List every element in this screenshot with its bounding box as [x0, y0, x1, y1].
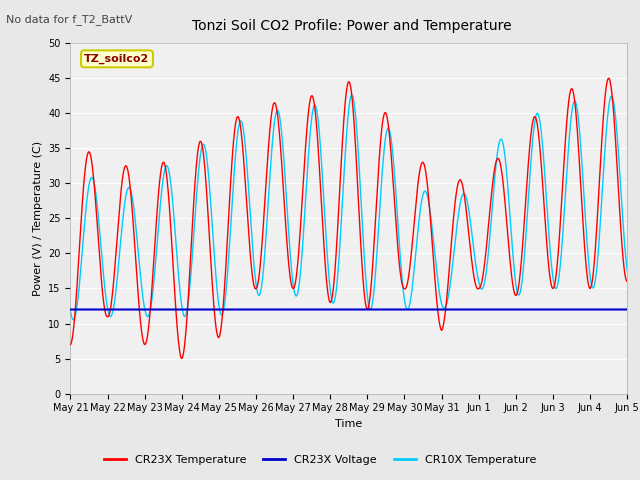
Legend: CR23X Temperature, CR23X Voltage, CR10X Temperature: CR23X Temperature, CR23X Voltage, CR10X …	[99, 451, 541, 469]
X-axis label: Time: Time	[335, 419, 362, 429]
Text: No data for f_T2_BattV: No data for f_T2_BattV	[6, 14, 132, 25]
Text: TZ_soilco2: TZ_soilco2	[84, 54, 150, 64]
Y-axis label: Power (V) / Temperature (C): Power (V) / Temperature (C)	[33, 141, 43, 296]
Text: Tonzi Soil CO2 Profile: Power and Temperature: Tonzi Soil CO2 Profile: Power and Temper…	[192, 19, 512, 33]
